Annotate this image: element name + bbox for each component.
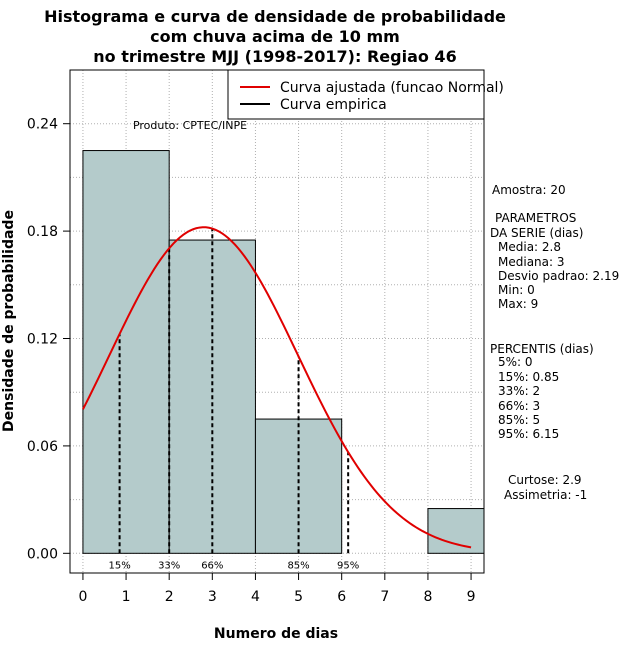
chart-title-line-1: Histograma e curva de densidade de proba… [44,7,506,26]
product-annotation: Produto: CPTEC/INPE [133,119,247,132]
histogram-bar [427,508,485,554]
x-tick-label: 8 [423,589,432,605]
percentil-85: 85%: 5 [498,413,540,427]
percentile-markers: 15% 33% 66% 85% 95% [108,228,359,571]
fitted-curve-layer [82,226,472,549]
assimetria: Assimetria: -1 [504,488,587,502]
legend-fitted-label: Curva ajustada (funcao Normal) [280,80,504,96]
axes: 0 1 2 3 4 5 6 7 8 9 0.00 0.06 0.12 0.18 0.24 [27,117,476,605]
sample-size: Amostra: 20 [492,183,566,197]
percentile-label: 95% [337,560,359,571]
param-mediana: Mediana: 3 [498,255,565,269]
side-panel: Amostra: 20 PARAMETROS DA SERIE (dias) M… [490,183,619,502]
percentil-5: 5%: 0 [498,355,533,369]
y-tick-label: 0.18 [27,224,58,240]
percentile-label: 15% [108,560,130,571]
y-tick-label: 0.12 [27,332,58,348]
x-tick-label: 6 [337,589,346,605]
x-tick-label: 1 [122,589,131,605]
x-tick-label: 2 [165,589,174,605]
percentile-label: 66% [201,560,223,571]
y-tick-label: 0.24 [27,117,58,133]
x-tick-label: 3 [208,589,217,605]
y-tick-label: 0.06 [27,439,58,455]
param-min: Min: 0 [498,283,535,297]
y-tick-label: 0.00 [27,546,58,562]
x-tick-label: 0 [78,589,87,605]
legend: Curva ajustada (funcao Normal) Curva emp… [227,69,504,120]
params-title-1: PARAMETROS [495,211,576,225]
x-tick-label: 5 [294,589,303,605]
histogram-bar [82,150,170,554]
x-tick-label: 4 [251,589,260,605]
x-tick-label: 7 [380,589,389,605]
percentis-title: PERCENTIS (dias) [490,342,594,356]
y-axis-title: Densidade de probabilidade [1,210,17,432]
x-axis-title: Numero de dias [214,626,338,642]
param-media: Media: 2.8 [498,240,561,254]
percentile-label: 33% [158,560,180,571]
legend-box [227,69,485,120]
legend-empirical-label: Curva empirica [280,97,387,113]
chart-title-line-3: no trimestre MJJ (1998-2017): Regiao 46 [93,47,456,66]
chart-title-line-2: com chuva acima de 10 mm [150,27,400,46]
percentil-66: 66%: 3 [498,399,540,413]
curtose: Curtose: 2.9 [508,473,582,487]
percentil-15: 15%: 0.85 [498,370,559,384]
histogram-bars [82,150,485,554]
x-tick-label: 9 [467,589,476,605]
percentil-95: 95%: 6.15 [498,427,559,441]
param-desvio: Desvio padrao: 2.19 [498,269,619,283]
param-max: Max: 9 [498,297,538,311]
percentile-label: 85% [287,560,309,571]
percentil-33: 33%: 2 [498,384,540,398]
fitted-curve [82,226,472,549]
params-title-2: DA SERIE (dias) [490,226,583,240]
